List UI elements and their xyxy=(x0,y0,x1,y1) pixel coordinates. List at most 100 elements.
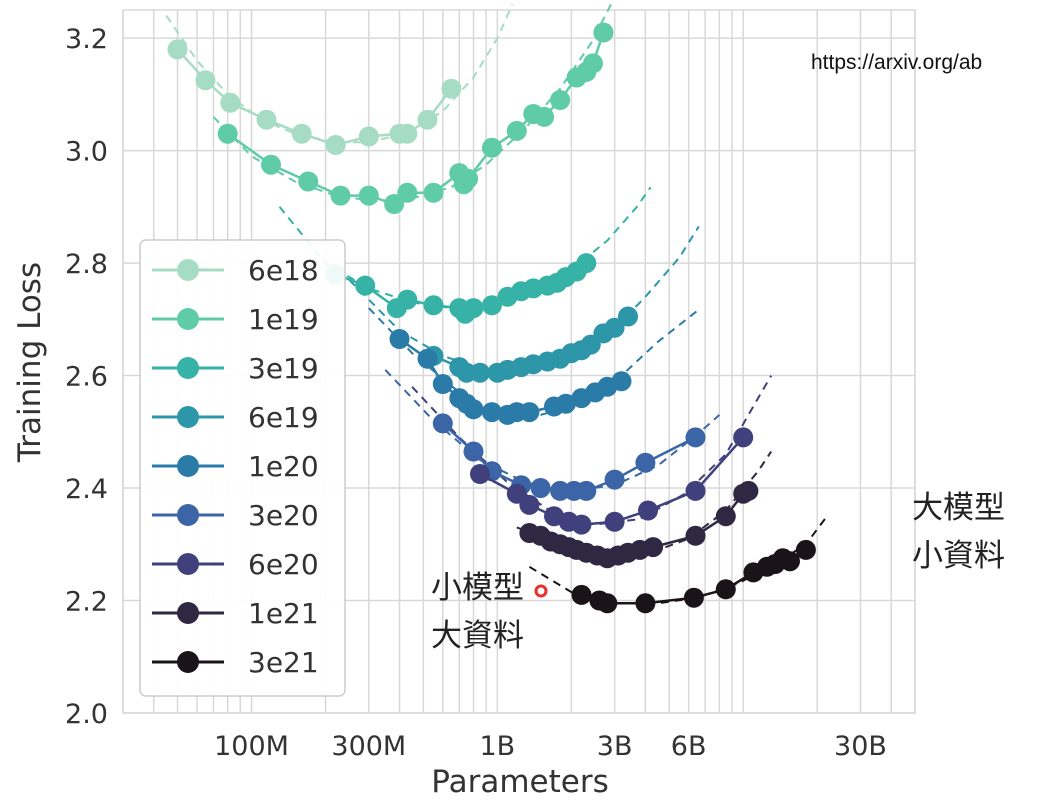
data-point xyxy=(604,511,625,532)
data-point xyxy=(397,123,418,144)
series-6e18 xyxy=(167,39,462,155)
legend-label: 1e21 xyxy=(248,597,319,630)
data-point xyxy=(463,298,484,319)
fit-curve-1e20 xyxy=(368,307,698,416)
data-point xyxy=(733,427,754,448)
data-point xyxy=(355,275,376,296)
annotation-small-model-big-data: 小模型 大資料 xyxy=(431,570,548,654)
legend-item-3e20: 3e20 xyxy=(152,499,319,532)
data-point xyxy=(593,22,614,43)
legend-marker xyxy=(177,259,199,281)
data-point xyxy=(463,399,484,420)
data-point xyxy=(397,182,418,203)
data-point xyxy=(256,109,277,130)
data-point xyxy=(519,402,540,423)
y-tick-label: 3.2 xyxy=(65,24,108,55)
data-point xyxy=(384,194,405,214)
x-tick-label: 6B xyxy=(671,731,707,762)
legend-label: 3e19 xyxy=(248,352,319,385)
legend-item-3e21: 3e21 xyxy=(152,646,319,679)
data-point xyxy=(389,329,410,349)
series-3e19 xyxy=(325,253,597,324)
legend-label: 6e18 xyxy=(248,254,319,287)
annotation-big-model: 大模型 xyxy=(912,490,1005,526)
data-point xyxy=(463,441,484,462)
legend-item-6e19: 6e19 xyxy=(152,401,319,434)
legend-marker xyxy=(177,602,199,624)
data-point xyxy=(470,464,490,484)
data-point xyxy=(683,587,704,608)
data-point xyxy=(550,90,571,110)
data-point xyxy=(571,514,592,535)
data-point xyxy=(417,348,438,369)
data-point xyxy=(715,579,736,600)
legend-box xyxy=(139,239,346,697)
legend-marker xyxy=(177,308,199,330)
x-tick-label: 30B xyxy=(834,731,887,762)
legend-label: 3e21 xyxy=(248,646,319,679)
data-series xyxy=(167,22,816,614)
data-point xyxy=(555,393,576,414)
x-axis-label: Parameters xyxy=(431,764,608,800)
data-point xyxy=(780,551,800,572)
data-point xyxy=(195,70,216,91)
legend-items: 6e18 1e19 3e19 6e19 1e20 3e20 6e20 1e21 3e21 xyxy=(152,254,319,679)
data-point xyxy=(635,593,656,614)
series-1e19 xyxy=(217,22,614,214)
data-point xyxy=(638,500,658,521)
data-point xyxy=(481,137,502,158)
legend-marker xyxy=(177,455,199,477)
data-point xyxy=(576,253,597,274)
data-point xyxy=(550,480,571,501)
data-point xyxy=(330,185,351,206)
data-point xyxy=(432,374,453,394)
data-point xyxy=(715,506,736,527)
data-point xyxy=(423,295,444,316)
y-tick-label: 3.0 xyxy=(65,137,108,168)
series-1e20 xyxy=(389,329,632,425)
data-point xyxy=(530,478,551,498)
data-point xyxy=(576,480,597,501)
data-point xyxy=(470,362,490,383)
data-point xyxy=(618,306,638,327)
data-point xyxy=(604,469,625,490)
legend-label: 6e20 xyxy=(248,548,319,581)
annotation-big-data: 大資料 xyxy=(431,618,524,654)
data-point xyxy=(458,168,479,189)
data-point xyxy=(358,185,379,206)
legend-item-6e18: 6e18 xyxy=(152,254,319,287)
annotation-big-model-small-data: 大模型 小資料 xyxy=(912,490,1005,574)
data-point xyxy=(481,402,502,423)
data-point xyxy=(291,123,312,144)
legend-item-1e21: 1e21 xyxy=(152,597,319,630)
legend-label: 3e20 xyxy=(248,499,319,532)
legend-item-6e20: 6e20 xyxy=(152,548,319,581)
y-tick-label: 2.4 xyxy=(65,474,108,505)
y-tick-label: 2.6 xyxy=(65,362,108,393)
data-point xyxy=(534,106,555,127)
data-point xyxy=(738,480,759,501)
data-point xyxy=(481,295,502,316)
data-point xyxy=(583,53,603,74)
y-axis-label: Training Loss xyxy=(12,262,48,463)
data-point xyxy=(261,154,281,175)
data-point xyxy=(298,171,319,192)
data-point xyxy=(643,537,664,558)
data-point xyxy=(604,317,625,338)
x-tick-label: 1B xyxy=(480,731,516,762)
data-point xyxy=(571,584,592,605)
x-tick-label: 100M xyxy=(214,731,289,762)
series-3e21 xyxy=(571,539,816,614)
y-tick-label: 2.0 xyxy=(65,699,108,730)
data-point xyxy=(220,92,241,113)
data-point xyxy=(325,135,346,155)
legend-item-1e20: 1e20 xyxy=(152,450,319,483)
data-point xyxy=(519,494,540,515)
data-point xyxy=(611,371,632,392)
x-tick-label: 300M xyxy=(331,731,406,762)
data-point xyxy=(635,452,656,473)
data-point xyxy=(417,109,438,130)
annotation-small-model: 小模型 xyxy=(431,570,524,606)
annotation-small-data: 小資料 xyxy=(912,538,1005,574)
